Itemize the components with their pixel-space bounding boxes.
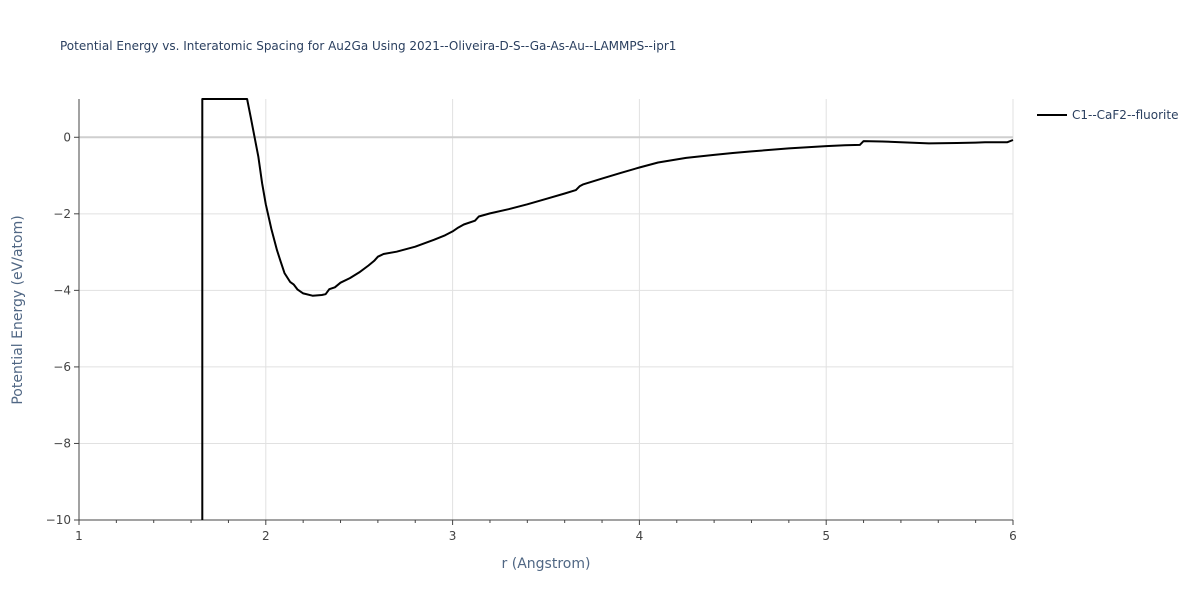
y-tick-label: −10 xyxy=(46,513,71,527)
tick-labels: 1 2 3 4 5 6 −10 −8 −6 −4 −2 0 xyxy=(46,130,1017,543)
x-tick-label: 5 xyxy=(822,529,830,543)
y-tick-label: −4 xyxy=(53,283,71,297)
x-tick-label: 2 xyxy=(262,529,270,543)
y-tick-label: −2 xyxy=(53,207,71,221)
y-tick-label: −8 xyxy=(53,436,71,450)
gridlines xyxy=(79,99,1014,520)
axis-ticks xyxy=(74,136,1014,525)
x-tick-label: 1 xyxy=(75,529,83,543)
y-axis-title: Potential Energy (eV/atom) xyxy=(10,215,26,404)
x-tick-label: 3 xyxy=(449,529,457,543)
series-line xyxy=(201,98,1014,520)
x-axis-title: r (Angstrom) xyxy=(502,556,591,572)
y-tick-label: −6 xyxy=(53,360,71,374)
series-lines xyxy=(201,98,1014,520)
legend[interactable]: C1--CaF2--fluorite xyxy=(1037,108,1178,122)
legend-label[interactable]: C1--CaF2--fluorite xyxy=(1072,108,1178,122)
x-tick-label: 4 xyxy=(636,529,644,543)
y-tick-label: 0 xyxy=(63,130,71,144)
x-tick-label: 6 xyxy=(1009,529,1017,543)
chart-title: Potential Energy vs. Interatomic Spacing… xyxy=(60,39,676,53)
